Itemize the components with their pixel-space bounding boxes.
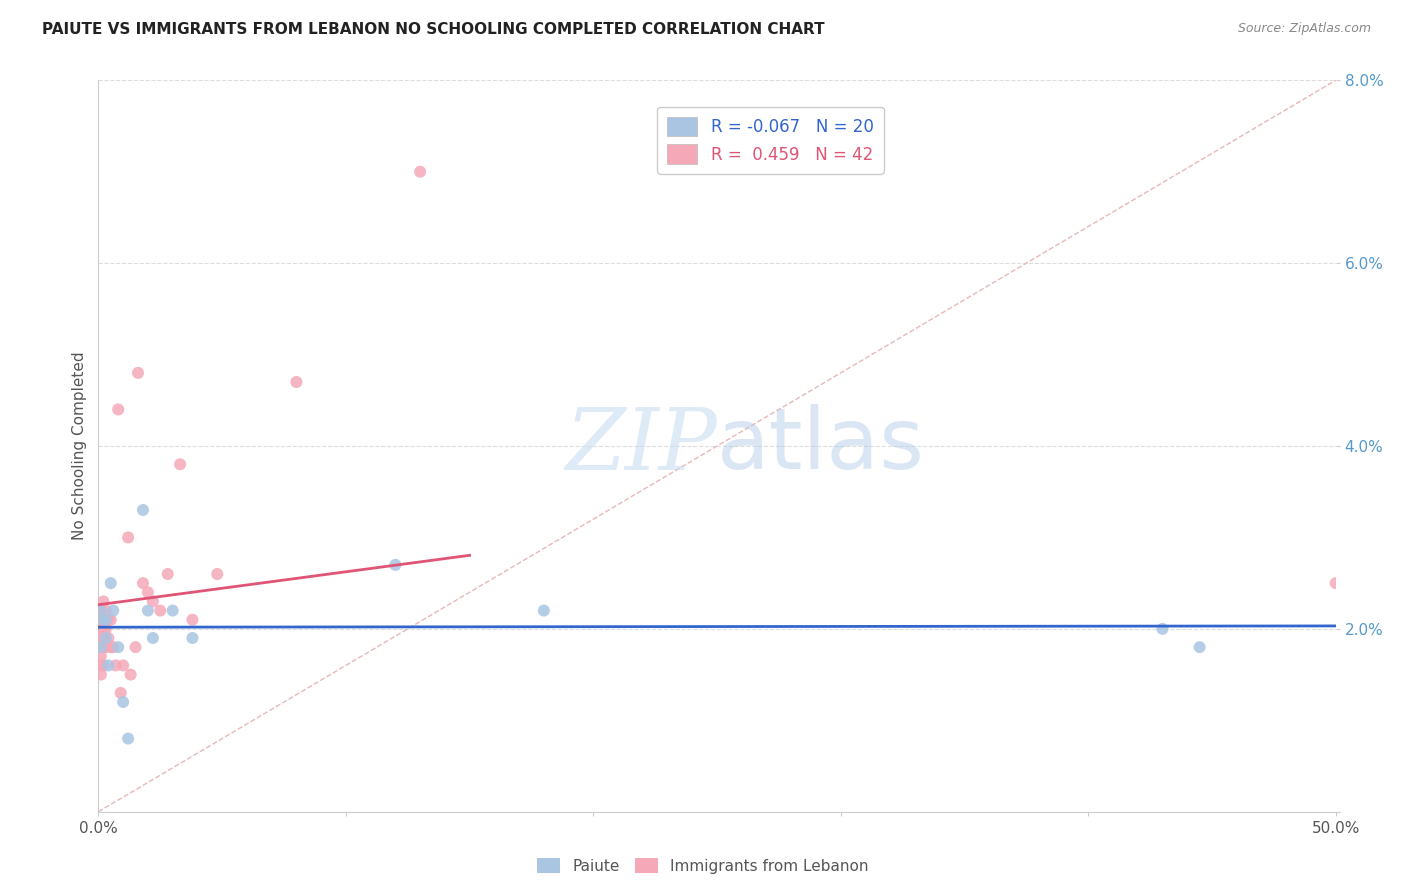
Point xyxy=(112,695,135,709)
Point xyxy=(169,458,191,472)
Point xyxy=(181,613,204,627)
Point xyxy=(409,164,432,178)
Point xyxy=(124,640,146,655)
Point xyxy=(384,558,406,572)
Point xyxy=(107,402,129,417)
Point xyxy=(181,631,204,645)
Point xyxy=(149,604,172,618)
Point xyxy=(162,604,184,618)
Point xyxy=(90,622,112,636)
Point xyxy=(90,631,112,645)
Point xyxy=(136,585,159,599)
Text: ZIP: ZIP xyxy=(565,405,717,487)
Point xyxy=(90,658,112,673)
Point xyxy=(90,649,112,664)
Point xyxy=(90,667,112,681)
Point xyxy=(93,658,115,673)
Y-axis label: No Schooling Completed: No Schooling Completed xyxy=(72,351,87,541)
Point xyxy=(103,604,125,618)
Point xyxy=(112,658,135,673)
Point xyxy=(1188,640,1211,655)
Point xyxy=(142,631,165,645)
Legend: R = -0.067   N = 20, R =  0.459   N = 42: R = -0.067 N = 20, R = 0.459 N = 42 xyxy=(658,107,883,174)
Point xyxy=(94,622,117,636)
Point xyxy=(1324,576,1347,591)
Legend: Paiute, Immigrants from Lebanon: Paiute, Immigrants from Lebanon xyxy=(531,852,875,880)
Point xyxy=(100,640,122,655)
Point xyxy=(93,631,115,645)
Point xyxy=(107,640,129,655)
Point xyxy=(104,658,127,673)
Text: PAIUTE VS IMMIGRANTS FROM LEBANON NO SCHOOLING COMPLETED CORRELATION CHART: PAIUTE VS IMMIGRANTS FROM LEBANON NO SCH… xyxy=(42,22,825,37)
Point xyxy=(120,667,142,681)
Point xyxy=(90,604,112,618)
Point xyxy=(93,613,115,627)
Point xyxy=(142,594,165,608)
Point xyxy=(285,375,308,389)
Point xyxy=(90,640,112,655)
Point xyxy=(100,576,122,591)
Point xyxy=(100,613,122,627)
Point xyxy=(132,503,155,517)
Point xyxy=(117,530,139,544)
Point xyxy=(117,731,139,746)
Point xyxy=(94,640,117,655)
Point xyxy=(94,604,117,618)
Point xyxy=(93,594,115,608)
Text: atlas: atlas xyxy=(717,404,925,488)
Point xyxy=(94,613,117,627)
Point xyxy=(97,613,120,627)
Point xyxy=(132,576,155,591)
Point xyxy=(533,604,555,618)
Text: Source: ZipAtlas.com: Source: ZipAtlas.com xyxy=(1237,22,1371,36)
Point xyxy=(97,631,120,645)
Point xyxy=(90,604,112,618)
Point xyxy=(97,658,120,673)
Point xyxy=(93,613,115,627)
Point xyxy=(205,567,228,582)
Point xyxy=(90,640,112,655)
Point xyxy=(94,631,117,645)
Point xyxy=(103,640,125,655)
Point xyxy=(156,567,179,582)
Point xyxy=(90,613,112,627)
Point xyxy=(127,366,149,380)
Point xyxy=(136,604,159,618)
Point xyxy=(93,622,115,636)
Point xyxy=(93,640,115,655)
Point xyxy=(110,686,132,700)
Point xyxy=(1152,622,1174,636)
Point xyxy=(94,613,117,627)
